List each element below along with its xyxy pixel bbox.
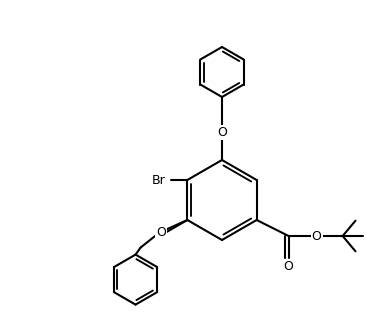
Text: Br: Br — [151, 174, 165, 187]
Text: O: O — [156, 226, 166, 238]
Text: O: O — [217, 126, 227, 138]
Text: O: O — [312, 230, 322, 242]
Text: O: O — [284, 259, 294, 273]
